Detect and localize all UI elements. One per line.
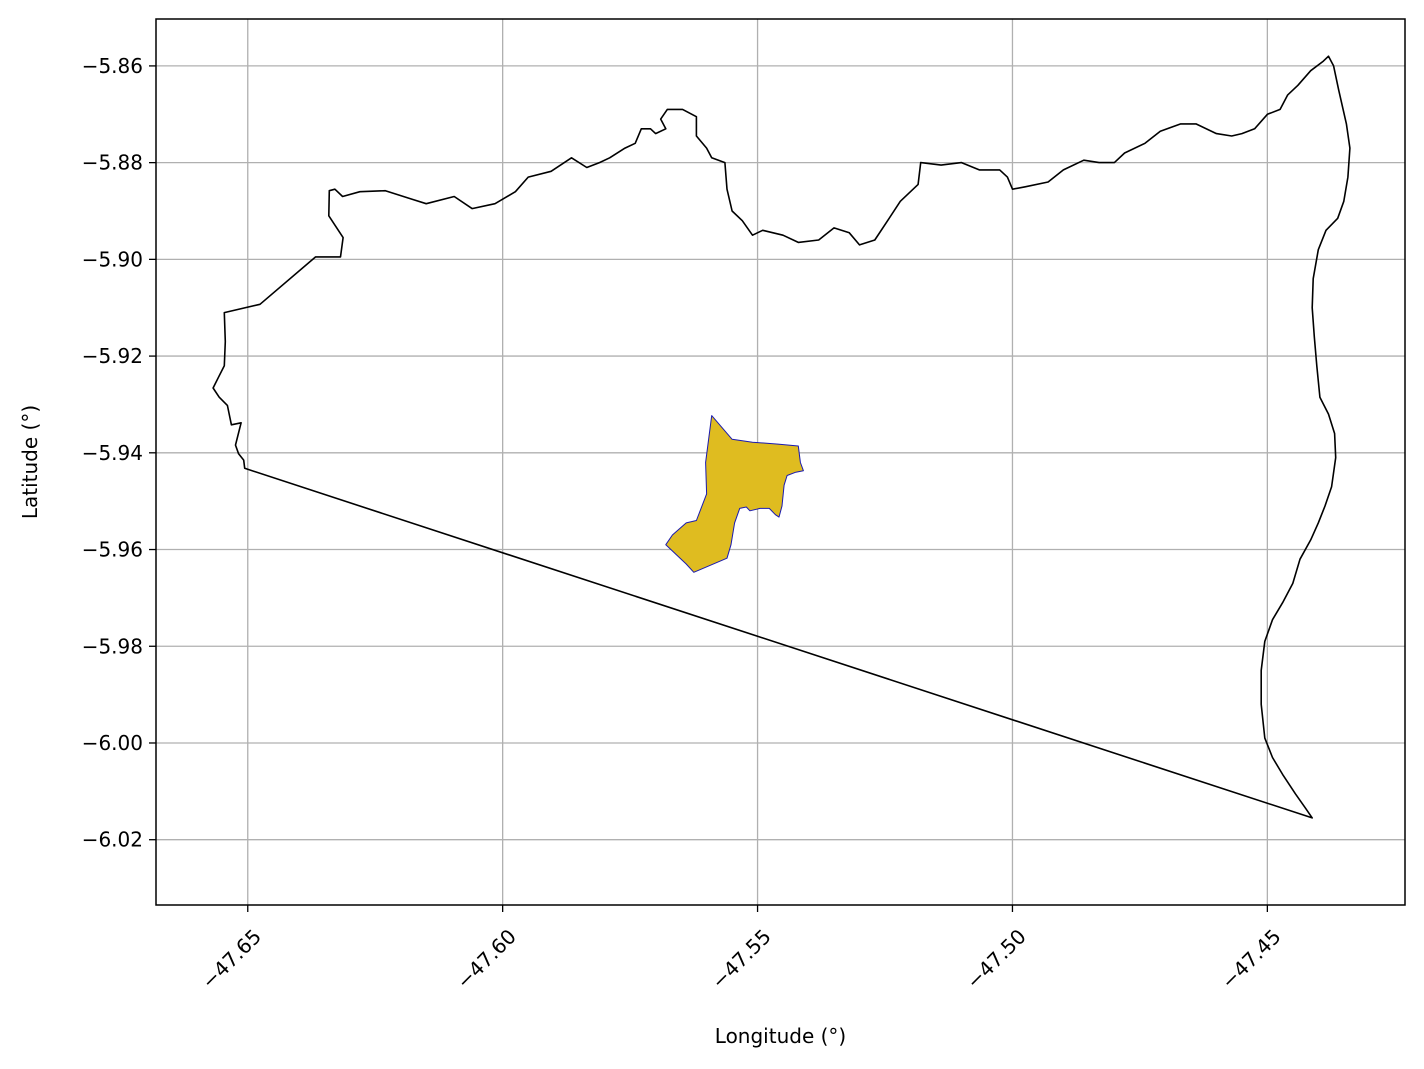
- y-tick-label: −5.98: [82, 634, 143, 658]
- y-tick-label: −6.02: [82, 828, 143, 852]
- x-tick-label: −47.50: [961, 924, 1030, 993]
- y-tick-label: −5.88: [82, 151, 143, 175]
- x-axis-ticks: −47.65 −47.60 −47.55 −47.50 −47.45: [197, 905, 1286, 994]
- gridlines: [156, 19, 1405, 905]
- plot-frame: [155, 18, 1406, 906]
- y-tick-label: −5.90: [82, 247, 143, 271]
- y-tick-label: −5.96: [82, 538, 143, 562]
- y-axis-ticks: −5.86 −5.88 −5.90 −5.92 −5.94 −5.96 −5.98 −6.00…: [82, 54, 156, 852]
- x-axis-label: Longitude (°): [715, 1024, 846, 1048]
- y-tick-label: −5.86: [82, 54, 143, 78]
- x-tick-label: −47.65: [197, 924, 266, 993]
- x-tick-label: −47.45: [1216, 924, 1285, 993]
- highlighted-area-polygon: [665, 415, 804, 573]
- map-layers: [212, 55, 1351, 819]
- y-tick-label: −5.94: [82, 441, 143, 465]
- y-axis-label: Latitude (°): [18, 405, 42, 519]
- boundary-outline: [212, 55, 1351, 819]
- y-tick-label: −6.00: [82, 731, 143, 755]
- x-tick-label: −47.60: [452, 924, 521, 993]
- x-tick-label: −47.55: [707, 924, 776, 993]
- y-tick-label: −5.92: [82, 344, 143, 368]
